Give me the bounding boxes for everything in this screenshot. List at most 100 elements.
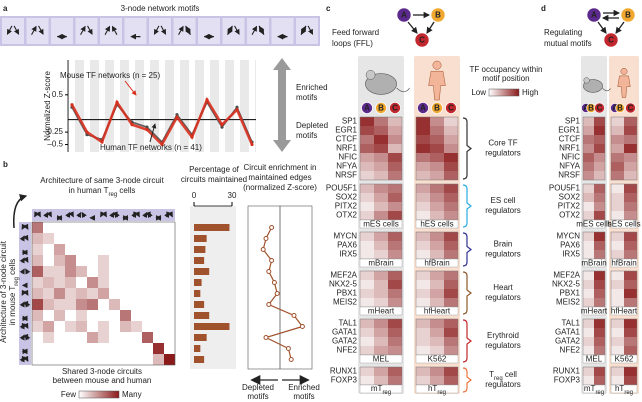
gene-label: PITX2 bbox=[558, 202, 581, 211]
heatmap-cell bbox=[98, 244, 109, 255]
node-label: B bbox=[625, 11, 631, 20]
stripe bbox=[174, 60, 180, 152]
enrichment-point bbox=[271, 280, 277, 285]
heatmap-cell bbox=[142, 299, 153, 310]
gene-label: POU5F1 bbox=[326, 184, 358, 193]
cell-label-bg bbox=[415, 354, 459, 364]
gene-label: NKX2-5 bbox=[329, 280, 358, 289]
heatmap-cell bbox=[594, 126, 605, 135]
gene-label: NFE2 bbox=[560, 346, 581, 355]
y-axis-label: Normalized Z-score bbox=[43, 71, 52, 141]
motif-edge bbox=[114, 211, 120, 219]
heatmap-cell bbox=[164, 277, 175, 288]
stripe bbox=[99, 60, 105, 152]
heatmap-cell bbox=[594, 250, 605, 259]
heatmap-cell bbox=[142, 332, 153, 343]
block-frame bbox=[582, 116, 606, 181]
heatmap-cell bbox=[374, 328, 388, 337]
gene-label: SOX2 bbox=[336, 193, 358, 202]
gene-label: PAX6 bbox=[337, 241, 357, 250]
heatmap-cell bbox=[65, 233, 76, 244]
bar bbox=[194, 356, 205, 363]
heatmap-cell bbox=[153, 255, 164, 266]
heatmap-cell bbox=[120, 288, 131, 299]
heatmap-cell bbox=[430, 171, 444, 180]
heatmap-cell bbox=[153, 332, 164, 343]
heatmap-cell bbox=[153, 354, 164, 365]
heatmap-cell bbox=[32, 299, 43, 310]
enrichment-point bbox=[299, 324, 305, 329]
heatmap-cell bbox=[430, 211, 444, 220]
heatmap-y-label-part: cells bbox=[8, 259, 17, 277]
heatmap-cell bbox=[444, 171, 458, 180]
heatmap-cell bbox=[430, 376, 444, 385]
legend-title: motif position bbox=[482, 74, 529, 83]
heatmap-cell bbox=[416, 171, 430, 180]
heatmap-cell bbox=[611, 241, 624, 250]
heatmap-cell bbox=[594, 319, 605, 328]
bar bbox=[194, 246, 206, 253]
node-label: B bbox=[588, 104, 594, 113]
diagram-arrow bbox=[615, 21, 625, 34]
gene-label: OTX2 bbox=[559, 211, 580, 220]
heatmap-cell bbox=[388, 337, 402, 346]
motif-edge bbox=[300, 25, 307, 35]
heatmap-cell bbox=[76, 222, 87, 233]
cell-label-bg bbox=[582, 219, 606, 229]
heatmap-cell bbox=[153, 310, 164, 321]
cell-label-bg bbox=[359, 354, 403, 364]
cell-type-label: MEL bbox=[373, 354, 390, 363]
bar-title: Percentage of bbox=[189, 165, 240, 174]
stripe bbox=[84, 60, 90, 152]
heatmap-cell bbox=[624, 162, 637, 171]
heatmap-cell bbox=[360, 211, 374, 220]
motif-edge bbox=[81, 211, 87, 219]
heatmap-cell bbox=[594, 211, 605, 220]
cell-type-label-part: reg bbox=[437, 390, 446, 396]
cell-type-label: mTreg bbox=[584, 384, 604, 395]
heatmap-cell bbox=[594, 271, 605, 280]
heatmap-cell bbox=[120, 233, 131, 244]
heatmap-cell bbox=[54, 255, 65, 266]
stripe bbox=[204, 60, 210, 152]
heatmap-cell bbox=[444, 144, 458, 153]
heatmap-cell bbox=[444, 289, 458, 298]
gene-label: PITX2 bbox=[335, 202, 358, 211]
heatmap-cell bbox=[360, 135, 374, 144]
heatmap-cell bbox=[120, 354, 131, 365]
group-label: Brain bbox=[494, 240, 513, 249]
heatmap-cell bbox=[416, 184, 430, 193]
cell-type-label-part: reg bbox=[382, 390, 391, 396]
heatmap-cell bbox=[76, 244, 87, 255]
depleted-label: motifs bbox=[247, 392, 268, 401]
heatmap-cell bbox=[583, 280, 594, 289]
human-head bbox=[432, 60, 442, 70]
group-brace bbox=[462, 184, 472, 228]
heatmap-cell bbox=[416, 337, 430, 346]
gene-label: NFIC bbox=[561, 153, 580, 162]
heatmap-cell bbox=[164, 233, 175, 244]
motif-edge bbox=[68, 211, 74, 218]
heatmap-cell bbox=[65, 343, 76, 354]
heatmap-cell bbox=[32, 310, 43, 321]
cell-label-bg bbox=[359, 384, 403, 394]
motif-edge bbox=[101, 211, 107, 218]
heatmap-cell bbox=[65, 321, 76, 332]
heatmap-cell bbox=[43, 277, 54, 288]
heatmap-cell bbox=[430, 250, 444, 259]
motif-tile bbox=[51, 18, 73, 44]
heatmap-cell bbox=[98, 332, 109, 343]
heatmap-cell bbox=[611, 346, 624, 355]
heatmap-cell bbox=[583, 144, 594, 153]
motif-edge bbox=[23, 256, 29, 263]
heatmap-cell bbox=[374, 117, 388, 126]
heatmap-cell bbox=[388, 346, 402, 355]
cell-type-label: hTreg bbox=[428, 384, 446, 395]
heatmap-cell bbox=[374, 171, 388, 180]
motif-edge bbox=[109, 211, 115, 219]
heatmap-cell bbox=[388, 328, 402, 337]
group-brace bbox=[462, 232, 472, 267]
series-annotation: Human TF networks (n = 41) bbox=[100, 143, 202, 152]
heatmap-cell bbox=[594, 232, 605, 241]
heatmap-cell bbox=[360, 144, 374, 153]
